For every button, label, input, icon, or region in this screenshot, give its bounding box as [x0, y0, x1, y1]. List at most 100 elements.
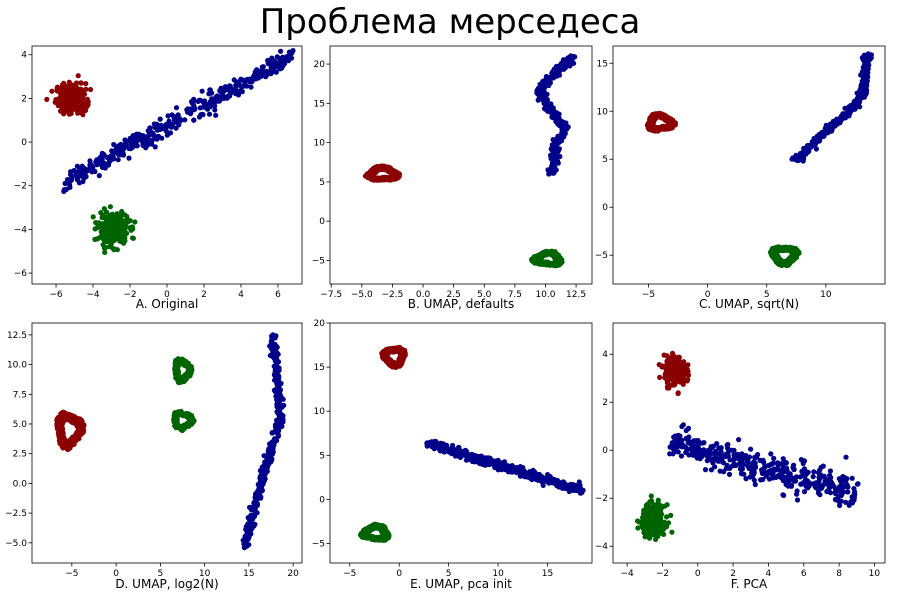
point-blue: [213, 112, 219, 118]
axes-frame: [329, 45, 593, 285]
point-red: [66, 90, 72, 96]
point-green: [121, 240, 127, 246]
point-red: [55, 418, 61, 424]
point-blue: [811, 140, 817, 146]
point-blue: [275, 419, 281, 425]
point-red: [66, 86, 72, 92]
point-red: [76, 99, 82, 105]
point-green: [108, 237, 114, 243]
point-blue: [165, 113, 171, 119]
x-tick-label: −4: [86, 290, 100, 300]
point-green: [371, 524, 377, 530]
y-tick-label: −2: [14, 182, 27, 192]
point-green: [385, 534, 391, 540]
y-tick-label: 5.0: [13, 420, 28, 430]
x-tick-label: 10: [199, 569, 211, 579]
x-tick-label: 0: [113, 569, 119, 579]
point-blue: [212, 107, 218, 113]
point-blue: [560, 127, 566, 133]
point-red: [83, 86, 89, 92]
point-red: [87, 86, 94, 93]
y-tick-label: −5.0: [5, 539, 27, 549]
point-blue: [550, 160, 556, 166]
point-blue: [850, 102, 856, 108]
point-blue: [280, 63, 286, 69]
point-blue: [272, 358, 278, 364]
point-blue: [99, 164, 106, 170]
point-blue: [268, 452, 274, 458]
point-red: [59, 108, 65, 114]
y-tick-label: 15: [597, 59, 608, 69]
x-tick-label: 5: [157, 569, 163, 579]
y-tick-label: 0: [21, 138, 27, 148]
point-blue: [552, 147, 558, 153]
point-green: [112, 235, 118, 241]
point-blue: [827, 126, 833, 133]
point-green: [172, 417, 178, 423]
point-green: [552, 261, 558, 267]
chart-svg: −7.5 −5.0 −2.5 0.0 2.5 5.0 7.5 10.0 12.5−5051015…: [312, 45, 593, 311]
axes-frame: [31, 322, 303, 564]
y-tick-label: −4: [14, 225, 28, 235]
point-blue: [843, 113, 849, 119]
point-blue: [202, 98, 208, 104]
y-tick-label: 7.5: [13, 390, 27, 400]
point-green: [532, 255, 538, 261]
point-blue: [275, 64, 281, 70]
point-red: [382, 175, 389, 181]
point-green: [554, 256, 560, 262]
point-green: [102, 249, 108, 255]
point-green: [784, 247, 791, 253]
point-blue: [206, 111, 213, 117]
point-blue: [286, 49, 292, 55]
x-tick-label: −2: [123, 290, 136, 300]
point-blue: [200, 112, 206, 118]
point-green: [119, 208, 125, 215]
point-green: [373, 536, 379, 542]
point-green: [97, 223, 103, 229]
axes-frame: [612, 45, 886, 285]
point-blue: [274, 363, 280, 369]
point-blue: [858, 84, 864, 90]
point-blue: [71, 167, 77, 174]
data-points: [362, 53, 578, 269]
point-red: [658, 126, 664, 132]
y-tick-label: 0: [602, 203, 608, 213]
panel-label: D. UMAP, log2(N): [115, 577, 218, 591]
point-blue: [197, 97, 203, 103]
point-green: [130, 226, 136, 232]
point-green: [104, 239, 110, 245]
y-tick-label: 15: [314, 99, 325, 109]
point-green: [531, 259, 537, 265]
x-tick-label: 10.0: [535, 290, 555, 300]
point-red: [71, 415, 77, 421]
point-blue: [116, 152, 122, 158]
point-blue: [118, 143, 124, 149]
point-blue: [254, 493, 261, 499]
y-tick-label: −5: [595, 251, 608, 261]
point-blue: [859, 55, 865, 61]
point-blue: [152, 144, 158, 150]
point-red: [62, 440, 69, 446]
panel-label: A. Original: [136, 297, 199, 311]
point-blue: [115, 157, 121, 163]
y-tick-label: 10: [597, 107, 609, 117]
point-green: [559, 257, 565, 263]
point-red: [371, 177, 377, 183]
panel-label: C. UMAP, sqrt(N): [699, 297, 799, 311]
x-tick-label: −5: [642, 290, 655, 300]
point-blue: [234, 79, 240, 85]
y-tick-label: 0.0: [13, 479, 28, 489]
point-blue: [199, 88, 205, 94]
x-tick-label: 0.0: [416, 290, 431, 300]
point-green: [114, 247, 120, 253]
point-blue: [66, 178, 72, 184]
point-blue: [140, 133, 146, 139]
point-blue: [542, 100, 548, 106]
point-green: [122, 235, 128, 241]
point-blue: [274, 54, 280, 60]
point-blue: [274, 430, 280, 436]
point-blue: [559, 119, 565, 125]
point-blue: [240, 83, 246, 89]
point-blue: [552, 73, 558, 80]
